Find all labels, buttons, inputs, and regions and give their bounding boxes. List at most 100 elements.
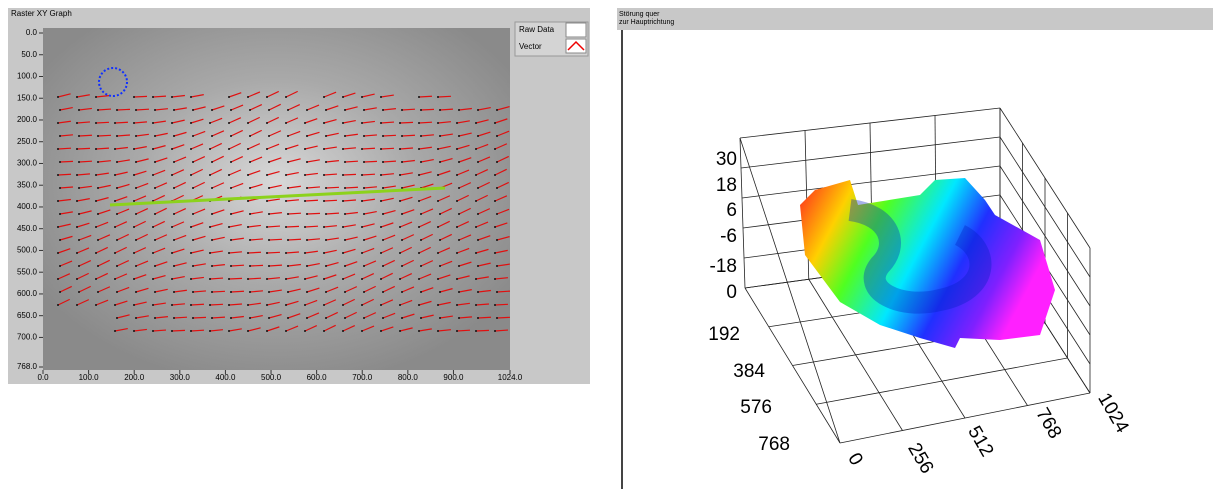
vector-origin (382, 109, 384, 111)
vector-origin (192, 239, 194, 241)
vector-origin (325, 239, 327, 241)
vector-origin (173, 317, 175, 319)
vector-origin (382, 291, 384, 293)
vector-origin (477, 265, 479, 267)
vector-origin (475, 226, 477, 228)
vector-origin (399, 148, 401, 150)
vector-origin (494, 200, 496, 202)
vector-origin (114, 148, 116, 150)
vector (117, 109, 130, 110)
vector-origin (192, 213, 194, 215)
vector-origin (114, 122, 116, 124)
vector (172, 330, 185, 331)
vector-origin (249, 213, 251, 215)
vector (476, 330, 489, 331)
vector-origin (285, 148, 287, 150)
vector-origin (211, 213, 213, 215)
x-tick-label: 500.0 (261, 373, 282, 382)
vector-origin (59, 109, 61, 111)
legend-label: Raw Data (519, 25, 555, 34)
vector-origin (247, 148, 249, 150)
vector-origin (171, 174, 173, 176)
panel-title: Störung quer (619, 11, 660, 18)
vector (269, 239, 282, 240)
vector-origin (59, 135, 61, 137)
vector-origin (230, 187, 232, 189)
vector-origin (268, 239, 270, 241)
vector-origin (78, 291, 80, 293)
vector-origin (342, 122, 344, 124)
vector (229, 278, 242, 279)
vector-origin (78, 109, 80, 111)
vector-origin (57, 304, 59, 306)
vector-origin (494, 174, 496, 176)
vector-origin (439, 317, 441, 319)
vector-origin (152, 304, 154, 306)
vector-origin (437, 304, 439, 306)
vector-origin (439, 265, 441, 267)
vector-origin (247, 226, 249, 228)
vector-origin (456, 148, 458, 150)
vector-origin (418, 122, 420, 124)
vector (79, 135, 92, 136)
vector-origin (437, 252, 439, 254)
vector-origin (57, 226, 59, 228)
vector-origin (437, 226, 439, 228)
vector (438, 96, 451, 97)
vector-origin (78, 135, 80, 137)
vector-origin (401, 213, 403, 215)
vector-origin (76, 200, 78, 202)
y-tick-label: 100.0 (17, 72, 38, 81)
vector-origin (78, 161, 80, 163)
x-tick-label: 0.0 (37, 373, 49, 382)
vector-origin (247, 330, 249, 332)
legend-label: Vector (519, 42, 542, 51)
vector (79, 161, 92, 162)
vector-origin (344, 265, 346, 267)
vector-origin (133, 148, 135, 150)
title-bar (617, 8, 1213, 30)
vector-origin (228, 330, 230, 332)
vector-origin (380, 252, 382, 254)
vector-origin (116, 291, 118, 293)
vector-origin (154, 265, 156, 267)
y-tick-label: 768.0 (17, 362, 38, 371)
vector (419, 122, 432, 123)
vector-origin (323, 148, 325, 150)
vector-origin (76, 174, 78, 176)
vector-origin (418, 330, 420, 332)
vector (60, 161, 73, 162)
vector-origin (76, 252, 78, 254)
vector-origin (475, 174, 477, 176)
y-tick-label: 0.0 (26, 28, 38, 37)
vector-origin (361, 304, 363, 306)
vector-origin (285, 226, 287, 228)
y-tick-label: 700.0 (17, 333, 38, 342)
vector-origin (304, 226, 306, 228)
vector-origin (211, 239, 213, 241)
vector-origin (230, 291, 232, 293)
vector-origin (325, 317, 327, 319)
vector (58, 148, 71, 149)
vector-origin (190, 330, 192, 332)
vector-origin (382, 317, 384, 319)
vector-origin (437, 174, 439, 176)
vector-origin (344, 187, 346, 189)
vector-origin (114, 304, 116, 306)
vector-origin (382, 265, 384, 267)
vector-origin (342, 174, 344, 176)
vector-origin (380, 96, 382, 98)
vector-origin (114, 278, 116, 280)
vector-origin (458, 161, 460, 163)
vector-origin (116, 135, 118, 137)
x-tick-label: 900.0 (443, 373, 464, 382)
vector-origin (363, 161, 365, 163)
vector-origin (477, 213, 479, 215)
vector-origin (361, 226, 363, 228)
vector-origin (475, 252, 477, 254)
vector-origin (116, 213, 118, 215)
vector-origin (323, 122, 325, 124)
vector-origin (266, 226, 268, 228)
vector-origin (304, 148, 306, 150)
vector-origin (268, 317, 270, 319)
